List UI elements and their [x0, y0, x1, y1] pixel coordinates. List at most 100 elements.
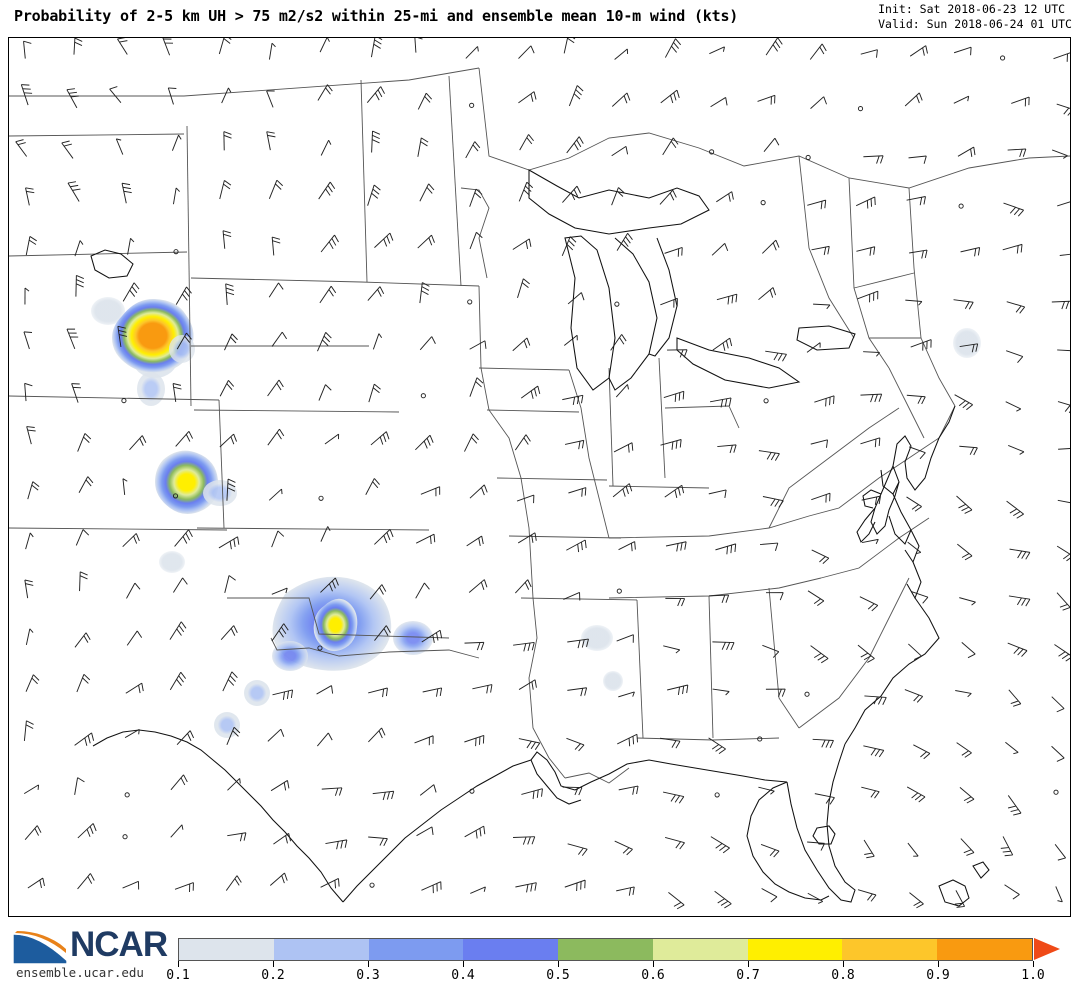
wind-barb-flag — [229, 675, 236, 682]
wind-barb-shaft — [271, 530, 279, 548]
wind-barb-shaft — [668, 891, 685, 906]
wind-barb-flag — [383, 628, 389, 636]
wind-barb-shaft — [415, 582, 425, 599]
wind-barb-flag — [372, 134, 380, 140]
wind-barb-flag — [623, 95, 628, 104]
wind-barb-flag — [528, 238, 532, 247]
wind-barb-shaft — [615, 384, 628, 398]
wind-barb-flag — [36, 825, 42, 833]
wind-barb-shaft — [316, 685, 332, 695]
wind-barb-flag — [1063, 107, 1070, 115]
wind-barb-flag — [770, 790, 775, 795]
wind-barb-shaft — [618, 785, 639, 791]
ncar-logo-mark — [13, 928, 67, 964]
wind-barb-flag — [236, 875, 242, 883]
forecast-map — [9, 38, 1070, 910]
wind-barb-shaft — [807, 841, 825, 844]
wind-barb-shaft — [564, 439, 584, 445]
wind-barb-flag — [721, 642, 726, 650]
wind-barb-shaft — [612, 483, 630, 498]
colorbar-tick-0.8 — [843, 961, 844, 967]
wind-barb-calm — [469, 102, 475, 108]
wind-barb-flag — [731, 295, 734, 304]
wind-barb-shaft — [225, 283, 228, 305]
colorbar-label-0.6: 0.6 — [641, 968, 665, 983]
wind-barb-shaft — [512, 238, 530, 250]
prob-blob-western-kansas — [155, 450, 219, 515]
wind-barb-flag — [276, 382, 282, 391]
wind-barb-flag — [970, 47, 972, 56]
wind-barb-shaft — [325, 839, 347, 845]
wind-barb-flag — [680, 542, 683, 551]
ncar-logo[interactable]: NCAR ensemble.ucar.edu — [8, 925, 173, 981]
wind-barb-flag — [1056, 757, 1065, 762]
wind-barb-shaft — [563, 591, 580, 600]
wind-barb-shaft — [122, 533, 137, 548]
wind-barb-flag — [777, 353, 783, 361]
wind-barb-shaft — [1011, 96, 1030, 104]
wind-barb-flag — [1009, 206, 1016, 214]
wind-barb-flag — [17, 142, 26, 146]
wind-barb-flag — [287, 780, 290, 789]
wind-barb-flag — [1002, 850, 1011, 853]
valid-time-label: Valid: Sun 2018-06-24 01 UTC — [878, 17, 1072, 31]
wind-barb-flag — [28, 239, 37, 245]
wind-barb-flag — [1015, 305, 1022, 313]
colorbar-band-0.6-0.7 — [652, 939, 748, 960]
wind-barb-shaft — [74, 240, 81, 257]
wind-barb-flag — [821, 739, 826, 748]
wind-barb-flag — [871, 605, 879, 612]
wind-barb-flag — [336, 841, 339, 850]
wind-barb-flag — [79, 575, 88, 580]
wind-barb-flag — [634, 541, 636, 550]
wind-barb-flag — [226, 291, 235, 296]
wind-barb-shaft — [268, 43, 273, 60]
wind-barb-shaft — [512, 337, 528, 352]
probability-shading-layer — [91, 297, 981, 738]
wind-barb-shaft — [172, 187, 177, 205]
wind-barb-shaft — [124, 728, 140, 739]
wind-barb-calm — [1053, 789, 1059, 795]
wind-barb-shaft — [811, 492, 831, 501]
wind-barb-shaft — [562, 394, 583, 401]
wind-barb-flag — [971, 601, 976, 606]
wind-barb-shaft — [814, 793, 835, 799]
wind-barb-shaft — [122, 478, 126, 496]
wind-barb-flag — [223, 38, 231, 44]
wind-barb-flag — [622, 847, 630, 854]
wind-barb-shaft — [221, 87, 229, 104]
wind-barb-shaft — [1008, 445, 1025, 453]
wind-barb-calm — [857, 106, 864, 112]
wind-barb-flag — [186, 286, 192, 294]
wind-barb-flag — [116, 138, 122, 141]
wind-barb-shaft — [368, 687, 388, 694]
wind-barb-shaft — [220, 625, 235, 641]
wind-barb-flag — [188, 529, 193, 538]
wind-barb-flag — [180, 777, 186, 786]
wind-barb-flag — [228, 575, 236, 581]
wind-barb-shaft — [521, 788, 543, 795]
wind-barb-flag — [118, 329, 127, 333]
wind-barb-flag — [474, 141, 481, 149]
wind-barb-shaft — [864, 695, 887, 698]
wind-barb-shaft — [514, 579, 529, 594]
colorbar-label-0.9: 0.9 — [926, 968, 950, 983]
wind-barb-flag — [70, 95, 79, 98]
wind-barb-flag — [32, 481, 40, 487]
wind-barb-flag — [433, 534, 436, 543]
page-title: Probability of 2-5 km UH > 75 m2/s2 with… — [14, 7, 739, 25]
wind-barb-shaft — [857, 644, 875, 659]
wind-barb-flag — [531, 681, 534, 690]
wind-barb-flag — [825, 398, 827, 407]
wind-barb-shaft — [415, 533, 435, 544]
wind-barb-flag — [1007, 805, 1017, 809]
wind-barb-shaft — [861, 786, 880, 793]
wind-barb-flag — [483, 826, 486, 835]
wind-barb-flag — [1010, 700, 1019, 705]
wind-barb-flag — [231, 671, 238, 679]
wind-barb-shaft — [664, 836, 685, 844]
wind-barb-shaft — [1003, 202, 1024, 211]
wind-barb-flag — [916, 95, 920, 104]
wind-barb-flag — [628, 483, 633, 492]
wind-barb-flag — [731, 191, 734, 200]
